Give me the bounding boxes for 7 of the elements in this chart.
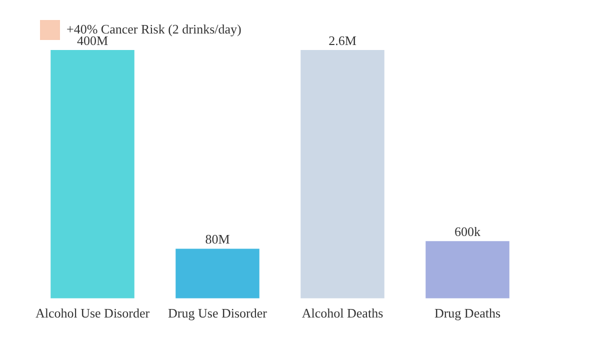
x-tick-label: Drug Deaths xyxy=(434,306,501,321)
data-label: 2.6M xyxy=(328,32,357,48)
data-label: 80M xyxy=(205,232,230,247)
data-label: 600k xyxy=(454,224,481,239)
x-tick-label: Alcohol Deaths xyxy=(302,306,384,321)
x-tick-label: Drug Use Disorder xyxy=(168,306,268,321)
x-tick-label: Alcohol Use Disorder xyxy=(35,306,150,321)
